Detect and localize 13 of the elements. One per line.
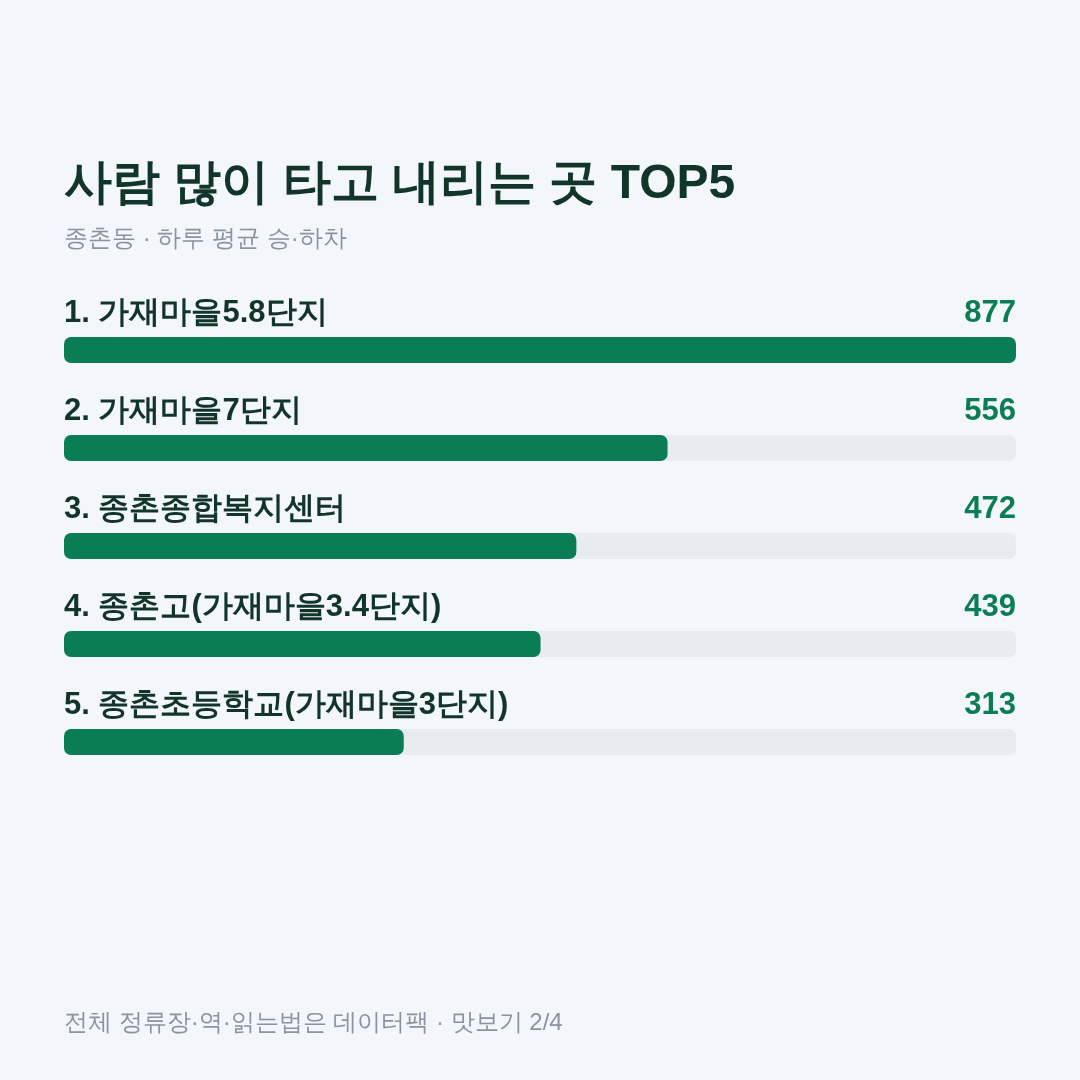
- data-label: 472: [964, 490, 1016, 525]
- chart-subtitle: 종촌동 · 하루 평균 승·하차: [64, 224, 347, 251]
- y-tick-label: 1. 가재마을5.8단지: [64, 294, 328, 329]
- y-tick-label: 3. 종촌종합복지센터: [64, 490, 347, 525]
- data-label: 439: [964, 588, 1016, 623]
- chart-title: 사람 많이 타고 내리는 곳 TOP5: [64, 155, 736, 208]
- data-label: 313: [964, 686, 1016, 721]
- y-tick-label: 5. 종촌초등학교(가재마을3단지): [64, 686, 509, 721]
- y-tick-label: 4. 종촌고(가재마을3.4단지): [64, 588, 442, 623]
- text: 전체 정류장·역·읽는법은 데이터팩 · 맛보기 2/4: [64, 1008, 563, 1035]
- data-label: 556: [964, 392, 1016, 427]
- y-tick-label: 2. 가재마을7단지: [64, 392, 302, 427]
- data-label: 877: [964, 294, 1016, 329]
